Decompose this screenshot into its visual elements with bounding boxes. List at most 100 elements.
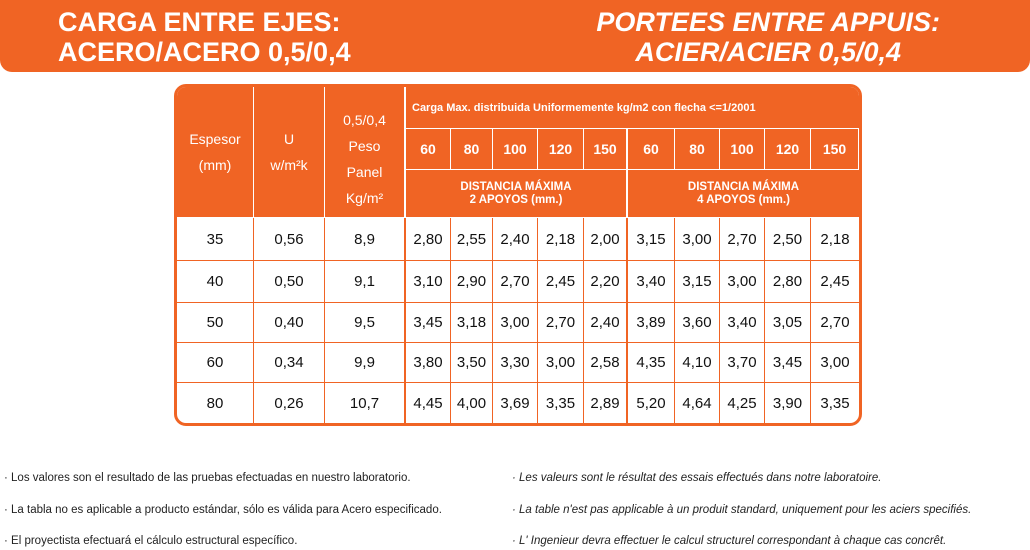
cell-text: 3,15 <box>636 230 666 248</box>
cell-text: 0,5/0,4 <box>343 112 386 128</box>
table-cell: 3,45 <box>765 343 811 383</box>
table-cell: 50 <box>177 303 254 343</box>
table-cell: 2,50 <box>765 218 811 261</box>
cell-text: 120 <box>548 141 573 157</box>
cell-text: 3,60 <box>682 314 712 331</box>
table-cell: 3,00 <box>538 343 584 383</box>
table-cell: 3,90 <box>765 383 811 423</box>
table-cell: 2,45 <box>811 261 859 303</box>
load-title: Carga Max. distribuida Uniformemente kg/… <box>406 87 859 129</box>
cell-text: 2,50 <box>772 230 803 248</box>
table-cell: 2,90 <box>451 261 493 303</box>
cell-text: 2,40 <box>500 230 530 248</box>
table-cell: 3,00 <box>675 218 720 261</box>
cell-text: 2,20 <box>590 273 620 290</box>
cell-text: 3,69 <box>500 394 530 412</box>
table-cell: 3,35 <box>811 383 859 423</box>
cell-text: 3,10 <box>413 273 443 290</box>
table-cell: 3,00 <box>811 343 859 383</box>
note-es: · Los valores son el resultado de las pr… <box>4 472 411 484</box>
table-cell: 3,80 <box>406 343 451 383</box>
table-cell: 2,55 <box>451 218 493 261</box>
note-es: · El proyectista efectuará el cálculo es… <box>4 535 298 547</box>
cell-text: 4,25 <box>727 394 757 412</box>
table-cell: 4,25 <box>720 383 765 423</box>
cell-text: 3,15 <box>682 273 712 290</box>
note-es: · La tabla no es aplicable a producto es… <box>4 504 442 516</box>
table-cell: 8,9 <box>325 218 406 261</box>
title-line: CARGA ENTRE EJES: <box>58 7 341 37</box>
cell-text: 35 <box>206 230 224 248</box>
table-cell: 0,56 <box>254 218 325 261</box>
cell-text: 80 <box>463 141 480 157</box>
table-cell: 3,18 <box>451 303 493 343</box>
cell-text: Panel <box>346 164 383 180</box>
cell-text: 3,05 <box>772 314 803 331</box>
cell-text: 50 <box>206 314 224 331</box>
load-header: 120 <box>538 129 584 170</box>
cell-text: 4,00 <box>456 394 487 412</box>
cell-text: U <box>283 131 295 147</box>
table-cell: 2,40 <box>584 303 628 343</box>
table-cell: 3,40 <box>720 303 765 343</box>
cell-text: 9,5 <box>354 314 375 331</box>
cell-text: 0,50 <box>274 273 304 290</box>
table-cell: 2,70 <box>538 303 584 343</box>
cell-text: 60 <box>643 141 659 157</box>
table-cell: 4,00 <box>451 383 493 423</box>
table-cell: 4,10 <box>675 343 720 383</box>
load-header: 100 <box>720 129 765 170</box>
table-cell: 2,18 <box>538 218 584 261</box>
table-cell: 3,50 <box>451 343 493 383</box>
table-cell: 3,60 <box>675 303 720 343</box>
table-cell: 3,05 <box>765 303 811 343</box>
cell-text: 2 APOYOS (mm.) <box>469 193 563 206</box>
cell-text: w/m²k <box>270 157 308 173</box>
cell-text: 2,55 <box>456 230 487 248</box>
table-cell: 3,69 <box>493 383 538 423</box>
cell-text: 3,40 <box>636 273 666 290</box>
load-header: 60 <box>406 129 451 170</box>
cell-text: 100 <box>503 141 527 157</box>
table-cell: 9,9 <box>325 343 406 383</box>
table-cell: 2,70 <box>811 303 859 343</box>
title-es: CARGA ENTRE EJES: ACERO/ACERO 0,5/0,4 <box>58 7 351 67</box>
cell-text: 9,1 <box>354 273 375 290</box>
table-cell: 3,00 <box>720 261 765 303</box>
table-cell: 2,58 <box>584 343 628 383</box>
cell-text: 3,90 <box>772 394 803 412</box>
table-cell: 3,35 <box>538 383 584 423</box>
table-cell: 3,45 <box>406 303 451 343</box>
cell-text: Kg/m² <box>345 190 384 206</box>
table-cell: 2,89 <box>584 383 628 423</box>
table-cell: 60 <box>177 343 254 383</box>
table-cell: 5,20 <box>628 383 675 423</box>
table-cell: 2,40 <box>493 218 538 261</box>
cell-text: 4,64 <box>682 394 712 412</box>
cell-text: 2,00 <box>590 230 620 248</box>
cell-text: 3,45 <box>772 354 803 371</box>
cell-text: 80 <box>206 394 224 412</box>
cell-text: 8,9 <box>354 230 375 248</box>
table-cell: 4,35 <box>628 343 675 383</box>
group-header: DISTANCIA MÁXIMA 2 APOYOS (mm.) <box>406 170 628 218</box>
cell-text: 2,45 <box>820 273 850 290</box>
load-header: 150 <box>584 129 628 170</box>
table-cell: 3,10 <box>406 261 451 303</box>
banner: CARGA ENTRE EJES: ACERO/ACERO 0,5/0,4 POR… <box>0 0 1030 72</box>
cell-text: 150 <box>593 141 617 157</box>
table-cell: 2,00 <box>584 218 628 261</box>
note-fr: · Les valeurs sont le résultat des essai… <box>512 472 882 484</box>
table-cell: 2,18 <box>811 218 859 261</box>
title-fr: PORTEES ENTRE APPUIS: ACIER/ACIER 0,5/0,4 <box>596 7 940 67</box>
cell-text: 4 APOYOS (mm.) <box>697 193 790 206</box>
cell-text: 4,45 <box>413 394 443 412</box>
table-cell: 3,40 <box>628 261 675 303</box>
cell-text: 3,00 <box>820 354 850 371</box>
cell-text: 3,00 <box>682 230 712 248</box>
cell-text: 2,70 <box>820 314 850 331</box>
table-cell: 3,00 <box>493 303 538 343</box>
table-cell: 3,30 <box>493 343 538 383</box>
cell-text: 3,50 <box>456 354 487 371</box>
